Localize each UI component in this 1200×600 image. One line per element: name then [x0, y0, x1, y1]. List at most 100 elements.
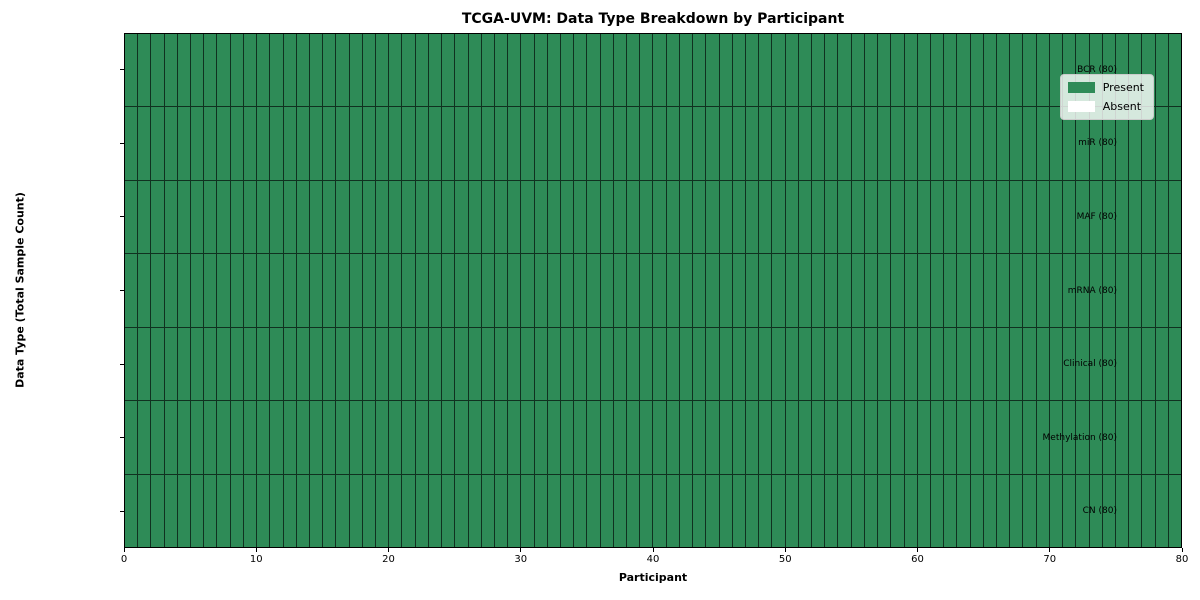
heatmap-cell [468, 107, 481, 180]
heatmap-cell [1023, 34, 1036, 107]
heatmap-cell [759, 327, 772, 401]
x-tick-mark [652, 548, 654, 552]
x-tick-label: 60 [911, 554, 924, 565]
y-axis-label: Data Type (Total Sample Count) [13, 192, 27, 388]
heatmap-cell [851, 474, 864, 547]
heatmap-cell [983, 327, 997, 401]
heatmap-cell [1063, 180, 1076, 254]
heatmap-cell [1168, 107, 1181, 180]
heatmap-cell [1129, 107, 1142, 180]
heatmap-cell [798, 401, 812, 474]
heatmap-cell [613, 401, 627, 474]
y-tick-label: mRNA (80) [1067, 285, 1117, 296]
heatmap-cell [1089, 254, 1102, 327]
heatmap-cell [283, 180, 296, 254]
x-tick-label: 50 [778, 554, 792, 565]
heatmap-cell [1063, 474, 1076, 547]
heatmap-cell [812, 474, 825, 547]
heatmap-cell [138, 474, 151, 547]
heatmap-cell [468, 401, 481, 474]
heatmap-cell [772, 401, 785, 474]
x-tick-label: 70 [1043, 554, 1057, 565]
heatmap-cell [653, 327, 666, 401]
heatmap-cell [864, 254, 878, 327]
x-tick-mark [784, 548, 786, 552]
heatmap-cell [732, 327, 745, 401]
heatmap-cell [957, 34, 970, 107]
heatmap-cell [349, 107, 362, 180]
heatmap-cell [151, 474, 164, 547]
heatmap-cell [204, 34, 217, 107]
heatmap-cell [402, 254, 415, 327]
heatmap-cell [442, 107, 455, 180]
heatmap-cell [468, 180, 481, 254]
heatmap-cell [521, 34, 534, 107]
y-tick-mark [120, 142, 124, 144]
heatmap-cell [1102, 327, 1115, 401]
heatmap-cell [521, 327, 534, 401]
heatmap-cell [838, 34, 851, 107]
heatmap-cell [296, 401, 309, 474]
heatmap-cell [587, 254, 600, 327]
x-tick-mark [917, 548, 918, 552]
heatmap-cell [217, 401, 230, 474]
heatmap-cell [904, 107, 917, 180]
heatmap-cell [349, 474, 362, 547]
heatmap-cell [732, 34, 745, 107]
heatmap-cell [798, 34, 812, 107]
heatmap-cell [257, 474, 270, 547]
heatmap-cell [296, 180, 309, 254]
heatmap-cell [1129, 401, 1142, 474]
heatmap-cell [428, 474, 442, 547]
heatmap-cell [125, 327, 138, 401]
heatmap-cell [600, 180, 613, 254]
heatmap-cell [891, 254, 904, 327]
y-tick-mark [120, 437, 124, 439]
heatmap-cell [600, 107, 613, 180]
heatmap-cell [468, 254, 481, 327]
heatmap-cell [521, 401, 534, 474]
heatmap-cell [957, 327, 970, 401]
heatmap-cell [481, 107, 494, 180]
heatmap-cell [904, 401, 917, 474]
heatmap-cell [838, 474, 851, 547]
heatmap-cell [983, 474, 997, 547]
heatmap-cell [389, 254, 402, 327]
heatmap-cell [587, 474, 600, 547]
heatmap-cell [1010, 254, 1023, 327]
heatmap-cell [257, 34, 270, 107]
heatmap-cell [402, 327, 415, 401]
heatmap-cell [428, 327, 442, 401]
heatmap-cell [1063, 254, 1076, 327]
heatmap-cell [1036, 327, 1049, 401]
heatmap-cell [1049, 254, 1063, 327]
heatmap-cell [785, 254, 798, 327]
heatmap-cell [600, 327, 613, 401]
heatmap-cell [878, 180, 891, 254]
heatmap-cell [270, 107, 283, 180]
heatmap-cell [1102, 474, 1115, 547]
heatmap-cell [812, 254, 825, 327]
heatmap-cell [204, 180, 217, 254]
heatmap-cell [1168, 180, 1181, 254]
heatmap-cell [547, 327, 560, 401]
heatmap-cell [270, 34, 283, 107]
heatmap-cell [534, 254, 547, 327]
heatmap-cell [574, 327, 587, 401]
heatmap-cell [138, 107, 151, 180]
heatmap-cell [653, 34, 666, 107]
heatmap-cell [151, 327, 164, 401]
heatmap-cell [561, 327, 574, 401]
heatmap-cell [309, 474, 323, 547]
heatmap-cell [1049, 327, 1063, 401]
heatmap-cell [759, 180, 772, 254]
heatmap-cell [296, 107, 309, 180]
heatmap-cell [983, 107, 997, 180]
heatmap-cell [759, 401, 772, 474]
heatmap-cell [1115, 327, 1129, 401]
heatmap-cell [772, 254, 785, 327]
heatmap-cell [759, 254, 772, 327]
heatmap-cell [336, 401, 349, 474]
heatmap-cell [468, 327, 481, 401]
